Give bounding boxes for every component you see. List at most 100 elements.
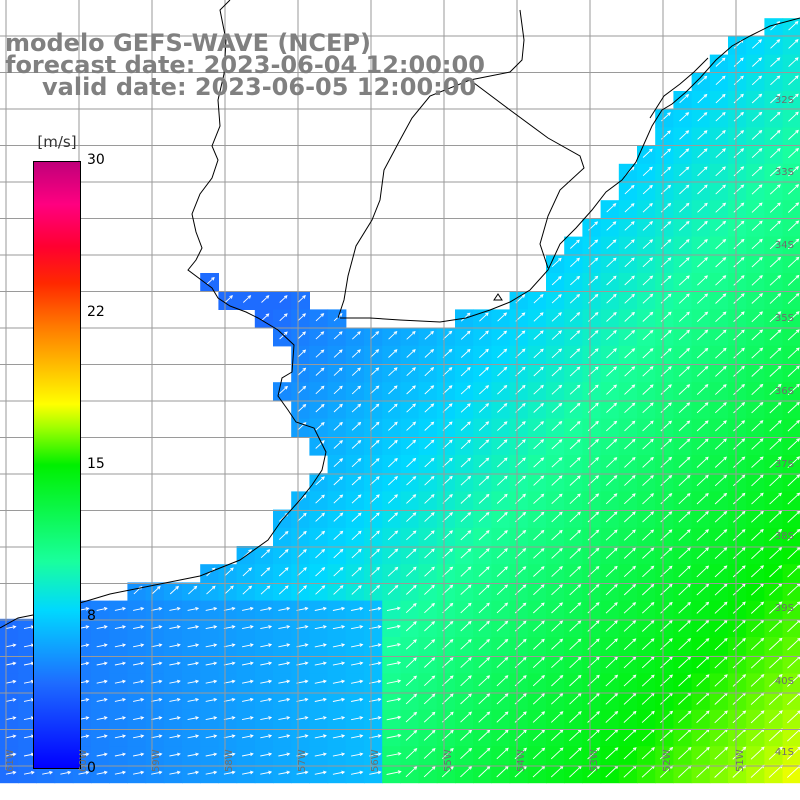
- wind-arrow: [496, 693, 509, 705]
- wind-arrow: [551, 439, 563, 450]
- wind-arrowhead: [30, 770, 35, 775]
- wind-arrowhead: [158, 643, 163, 647]
- wind-arrowhead: [12, 752, 17, 757]
- wind-arrow: [278, 680, 290, 684]
- wind-arrowhead: [649, 366, 654, 370]
- wind-arrowhead: [667, 293, 672, 298]
- wind-arrow: [605, 457, 617, 468]
- wind-arrowhead: [577, 584, 582, 588]
- wind-arrow: [96, 607, 107, 611]
- wind-arrowhead: [522, 475, 527, 480]
- wind-arrowhead: [612, 221, 617, 225]
- wind-arrowhead: [504, 620, 509, 625]
- wind-arrowhead: [540, 457, 545, 461]
- wind-arrow: [733, 329, 745, 341]
- wind-arrow: [569, 693, 582, 705]
- wind-arrow: [659, 765, 673, 778]
- wind-arrowhead: [357, 548, 362, 553]
- wind-arrow: [260, 644, 272, 648]
- wind-arrowhead: [540, 602, 545, 607]
- wind-arrow: [23, 735, 34, 739]
- wind-arrowhead: [705, 492, 709, 497]
- wind-arrowhead: [357, 421, 362, 426]
- wind-arrow: [279, 313, 288, 322]
- wind-arrowhead: [103, 679, 108, 684]
- wind-arrowhead: [576, 239, 580, 244]
- wind-arrow: [205, 626, 217, 630]
- wind-arrowhead: [777, 293, 782, 297]
- wind-arrow: [678, 402, 690, 414]
- wind-arrow: [533, 294, 544, 304]
- wind-arrow: [770, 93, 781, 104]
- colorbar-tick-15: 15: [87, 456, 105, 472]
- wind-arrowhead: [741, 438, 746, 442]
- wind-arrow: [714, 420, 727, 432]
- wind-arrowhead: [339, 458, 344, 462]
- wind-arrowhead: [595, 457, 599, 461]
- wind-arrow: [5, 662, 16, 666]
- wind-arrowhead: [594, 221, 599, 225]
- wind-arrow: [133, 644, 144, 648]
- wind-arrowhead: [667, 221, 672, 225]
- wind-arrowhead: [412, 548, 417, 553]
- wind-arrowhead: [504, 711, 509, 716]
- wind-arrowhead: [778, 601, 783, 606]
- wind-arrow: [551, 602, 563, 614]
- wind-arrowhead: [558, 275, 562, 280]
- wind-arrowhead: [724, 746, 729, 751]
- wind-arrowhead: [686, 275, 690, 279]
- wind-arrow: [23, 753, 34, 757]
- wind-arrowhead: [195, 770, 200, 775]
- wind-arrowhead: [668, 511, 673, 515]
- wind-arrowhead: [397, 624, 401, 629]
- wind-arrow: [787, 420, 800, 432]
- wind-arrowhead: [705, 638, 710, 642]
- wind-arrow: [242, 295, 251, 303]
- wind-arrowhead: [614, 583, 618, 588]
- wind-arrow: [242, 698, 253, 702]
- wind-arrow: [751, 492, 764, 505]
- lat-lon-grid: [0, 0, 800, 770]
- wind-arrowhead: [796, 601, 800, 606]
- wind-arrowhead: [723, 637, 728, 642]
- wind-arrow: [679, 130, 689, 140]
- wind-arrowhead: [686, 511, 691, 515]
- wind-arrowhead: [595, 638, 600, 643]
- wind-arrow: [697, 166, 708, 177]
- wind-arrow: [769, 601, 783, 614]
- wind-arrow: [623, 747, 637, 760]
- wind-arrow: [405, 693, 417, 705]
- wind-arrowhead: [339, 585, 344, 589]
- wind-arrow: [460, 330, 471, 340]
- wind-arrow: [423, 639, 435, 650]
- wind-arrow: [550, 729, 564, 742]
- wind-arrow: [787, 384, 800, 396]
- wind-arrowhead: [213, 697, 218, 702]
- wind-arrow: [351, 331, 361, 340]
- wind-arrowhead: [687, 746, 692, 751]
- wind-arrowhead: [795, 129, 799, 134]
- wind-arrowhead: [158, 752, 163, 757]
- wind-arrow: [787, 184, 799, 195]
- wind-arrowhead: [467, 584, 472, 589]
- wind-arrowhead: [466, 312, 471, 317]
- wind-arrowhead: [795, 238, 800, 243]
- wind-arrow: [696, 765, 710, 778]
- wind-arrow: [751, 93, 762, 104]
- wind-arrowhead: [632, 674, 637, 679]
- wind-arrow: [151, 735, 162, 739]
- wind-arrowhead: [723, 402, 727, 406]
- wind-arrow: [659, 747, 673, 760]
- wind-arrow: [751, 347, 763, 359]
- wind-arrowhead: [341, 606, 346, 611]
- wind-arrowhead: [393, 330, 398, 335]
- wind-arrowhead: [668, 565, 673, 570]
- wind-arrow: [769, 456, 782, 469]
- wind-arrowhead: [558, 511, 563, 516]
- wind-arrowhead: [613, 493, 618, 497]
- wind-arrowhead: [704, 220, 708, 225]
- wind-arrowhead: [283, 313, 288, 317]
- wind-arrowhead: [558, 330, 563, 334]
- wind-arrowhead: [686, 420, 691, 425]
- wind-arrowhead: [778, 492, 783, 497]
